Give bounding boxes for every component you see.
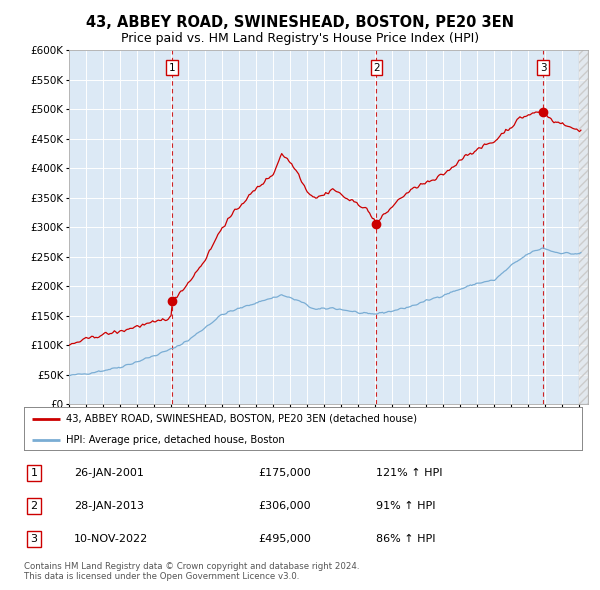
- Text: 43, ABBEY ROAD, SWINESHEAD, BOSTON, PE20 3EN: 43, ABBEY ROAD, SWINESHEAD, BOSTON, PE20…: [86, 15, 514, 30]
- Text: HPI: Average price, detached house, Boston: HPI: Average price, detached house, Bost…: [66, 435, 284, 445]
- Text: 3: 3: [31, 534, 38, 544]
- Text: £495,000: £495,000: [259, 534, 311, 544]
- Text: £306,000: £306,000: [259, 501, 311, 511]
- Text: This data is licensed under the Open Government Licence v3.0.: This data is licensed under the Open Gov…: [24, 572, 299, 581]
- Text: 3: 3: [540, 63, 547, 73]
- Text: 10-NOV-2022: 10-NOV-2022: [74, 534, 148, 544]
- Text: 26-JAN-2001: 26-JAN-2001: [74, 468, 144, 478]
- Text: Contains HM Land Registry data © Crown copyright and database right 2024.: Contains HM Land Registry data © Crown c…: [24, 562, 359, 571]
- Text: 86% ↑ HPI: 86% ↑ HPI: [376, 534, 435, 544]
- Text: Price paid vs. HM Land Registry's House Price Index (HPI): Price paid vs. HM Land Registry's House …: [121, 32, 479, 45]
- Text: 91% ↑ HPI: 91% ↑ HPI: [376, 501, 435, 511]
- Bar: [580, 50, 588, 404]
- Text: 43, ABBEY ROAD, SWINESHEAD, BOSTON, PE20 3EN (detached house): 43, ABBEY ROAD, SWINESHEAD, BOSTON, PE20…: [66, 414, 417, 424]
- Text: 1: 1: [169, 63, 176, 73]
- Text: 28-JAN-2013: 28-JAN-2013: [74, 501, 144, 511]
- Text: 121% ↑ HPI: 121% ↑ HPI: [376, 468, 442, 478]
- Text: 1: 1: [31, 468, 38, 478]
- Text: 2: 2: [31, 501, 38, 511]
- Bar: [580, 50, 588, 404]
- Text: £175,000: £175,000: [259, 468, 311, 478]
- Text: 2: 2: [373, 63, 380, 73]
